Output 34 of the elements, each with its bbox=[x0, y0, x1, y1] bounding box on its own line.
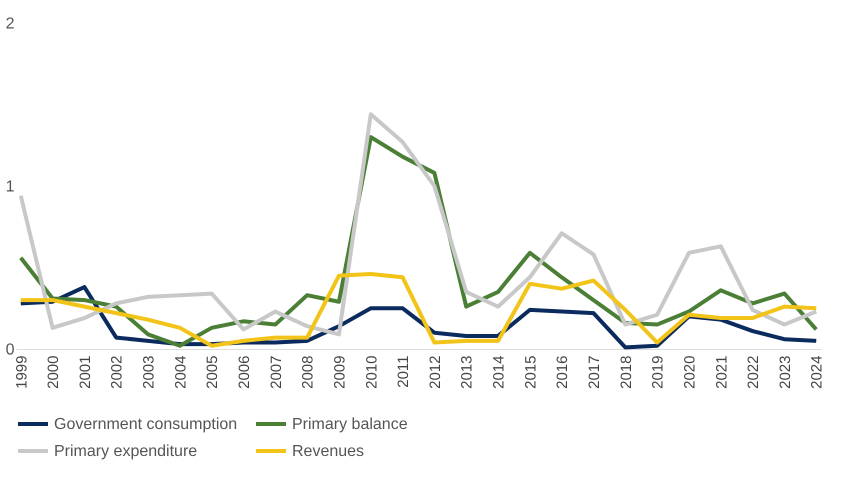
legend-label: Primary balance bbox=[292, 416, 408, 433]
x-tick-label: 2021 bbox=[713, 356, 730, 389]
y-tick-label: 0 bbox=[6, 342, 15, 358]
y-tick-label: 1 bbox=[6, 178, 15, 196]
x-tick-label: 1999 bbox=[13, 356, 30, 389]
x-tick-label: 2020 bbox=[681, 356, 698, 389]
x-tick-label: 2013 bbox=[458, 356, 476, 389]
x-tick-label: 2002 bbox=[108, 356, 126, 389]
legend-label: Revenues bbox=[292, 443, 364, 460]
x-tick-label: 2004 bbox=[172, 356, 190, 389]
x-tick-label: 2003 bbox=[140, 356, 158, 389]
x-tick-label: 2006 bbox=[236, 356, 253, 389]
line-series bbox=[18, 272, 818, 348]
x-tick-label: 2014 bbox=[490, 356, 508, 389]
x-tick-label: 2007 bbox=[268, 356, 285, 389]
x-tick-label: 2024 bbox=[808, 356, 826, 389]
x-tick-label: 2022 bbox=[745, 356, 762, 389]
x-tick-label: 2009 bbox=[331, 356, 348, 389]
x-tick-label: 2019 bbox=[650, 356, 667, 389]
x-tick-label: 2005 bbox=[204, 356, 222, 389]
x-tick-label: 2018 bbox=[618, 356, 635, 389]
x-tick-label: 2000 bbox=[45, 356, 62, 389]
x-tick-label: 2016 bbox=[554, 356, 572, 389]
y-tick-label: 2 bbox=[6, 16, 15, 32]
x-tick-label: 2010 bbox=[363, 356, 380, 389]
x-tick-label: 2011 bbox=[395, 356, 412, 388]
x-tick-label: 2023 bbox=[776, 356, 794, 389]
legend-label: Primary expenditure bbox=[54, 443, 198, 460]
legend-label: Government consumption bbox=[54, 416, 238, 433]
x-tick-label: 2008 bbox=[300, 356, 317, 389]
x-tick-label: 2017 bbox=[586, 356, 603, 389]
x-tick-label: 2015 bbox=[522, 356, 540, 389]
x-tick-label: 2001 bbox=[76, 356, 94, 389]
x-tick-label: 2012 bbox=[426, 356, 444, 389]
